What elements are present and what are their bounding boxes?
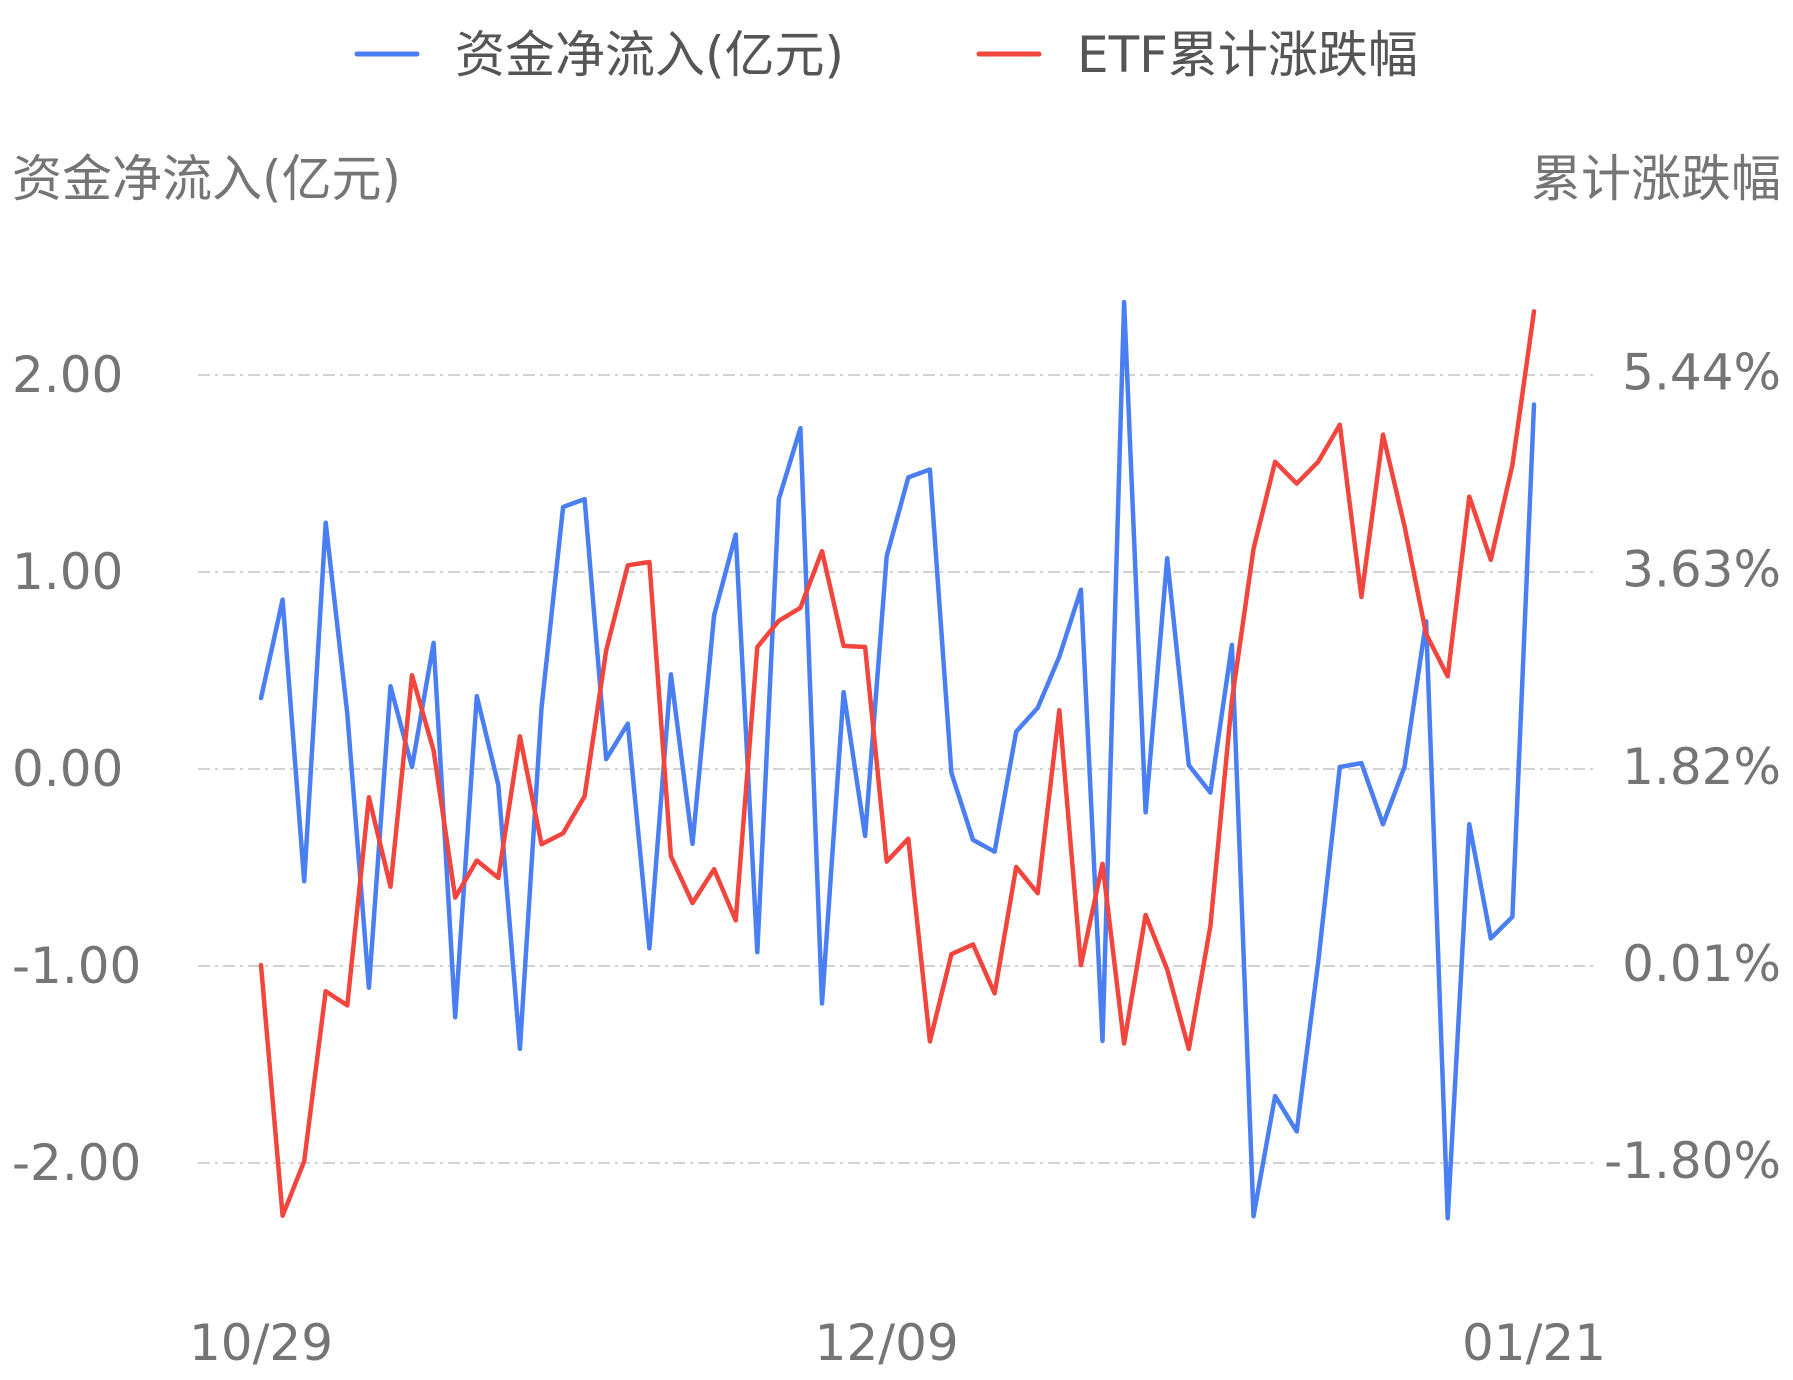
y-right-tick-label: 1.82% <box>1622 738 1781 796</box>
x-tick-label: 10/29 <box>189 1314 333 1372</box>
y-axis-left-title: 资金净流入(亿元) <box>12 150 401 208</box>
y-right-tick-label: 0.01% <box>1622 935 1781 993</box>
y-left-tick-label: -2.00 <box>12 1134 141 1192</box>
y-right-tick-label: 5.44% <box>1622 343 1781 401</box>
y-axis-right-ticks: 5.44% 3.63% 1.82% 0.01% -1.80% <box>1604 343 1781 1190</box>
series-line-etf <box>258 309 1537 1218</box>
y-left-tick-label: 1.00 <box>12 543 123 601</box>
y-left-tick-label: 2.00 <box>12 346 123 404</box>
y-left-tick-label: 0.00 <box>12 740 123 798</box>
legend-label-etf: ETF累计涨跌幅 <box>1077 26 1418 84</box>
legend: 资金净流入(亿元) ETF累计涨跌幅 <box>354 26 1418 84</box>
y-axis-left-ticks: 2.00 1.00 0.00 -1.00 -2.00 <box>12 346 141 1192</box>
x-tick-label: 01/21 <box>1462 1314 1606 1372</box>
y-axis-right-title: 累计涨跌幅 <box>1531 150 1781 208</box>
y-right-tick-label: 3.63% <box>1622 541 1781 599</box>
legend-label-inflow: 资金净流入(亿元) <box>455 26 844 84</box>
series-lines <box>258 299 1537 1221</box>
y-left-tick-label: -1.00 <box>12 937 141 995</box>
gridlines <box>198 374 1596 1164</box>
y-right-tick-label: -1.80% <box>1604 1132 1781 1190</box>
x-axis-ticks: 10/29 12/09 01/21 <box>189 1314 1606 1372</box>
x-tick-label: 12/09 <box>815 1314 959 1372</box>
series-line-inflow <box>258 299 1537 1221</box>
